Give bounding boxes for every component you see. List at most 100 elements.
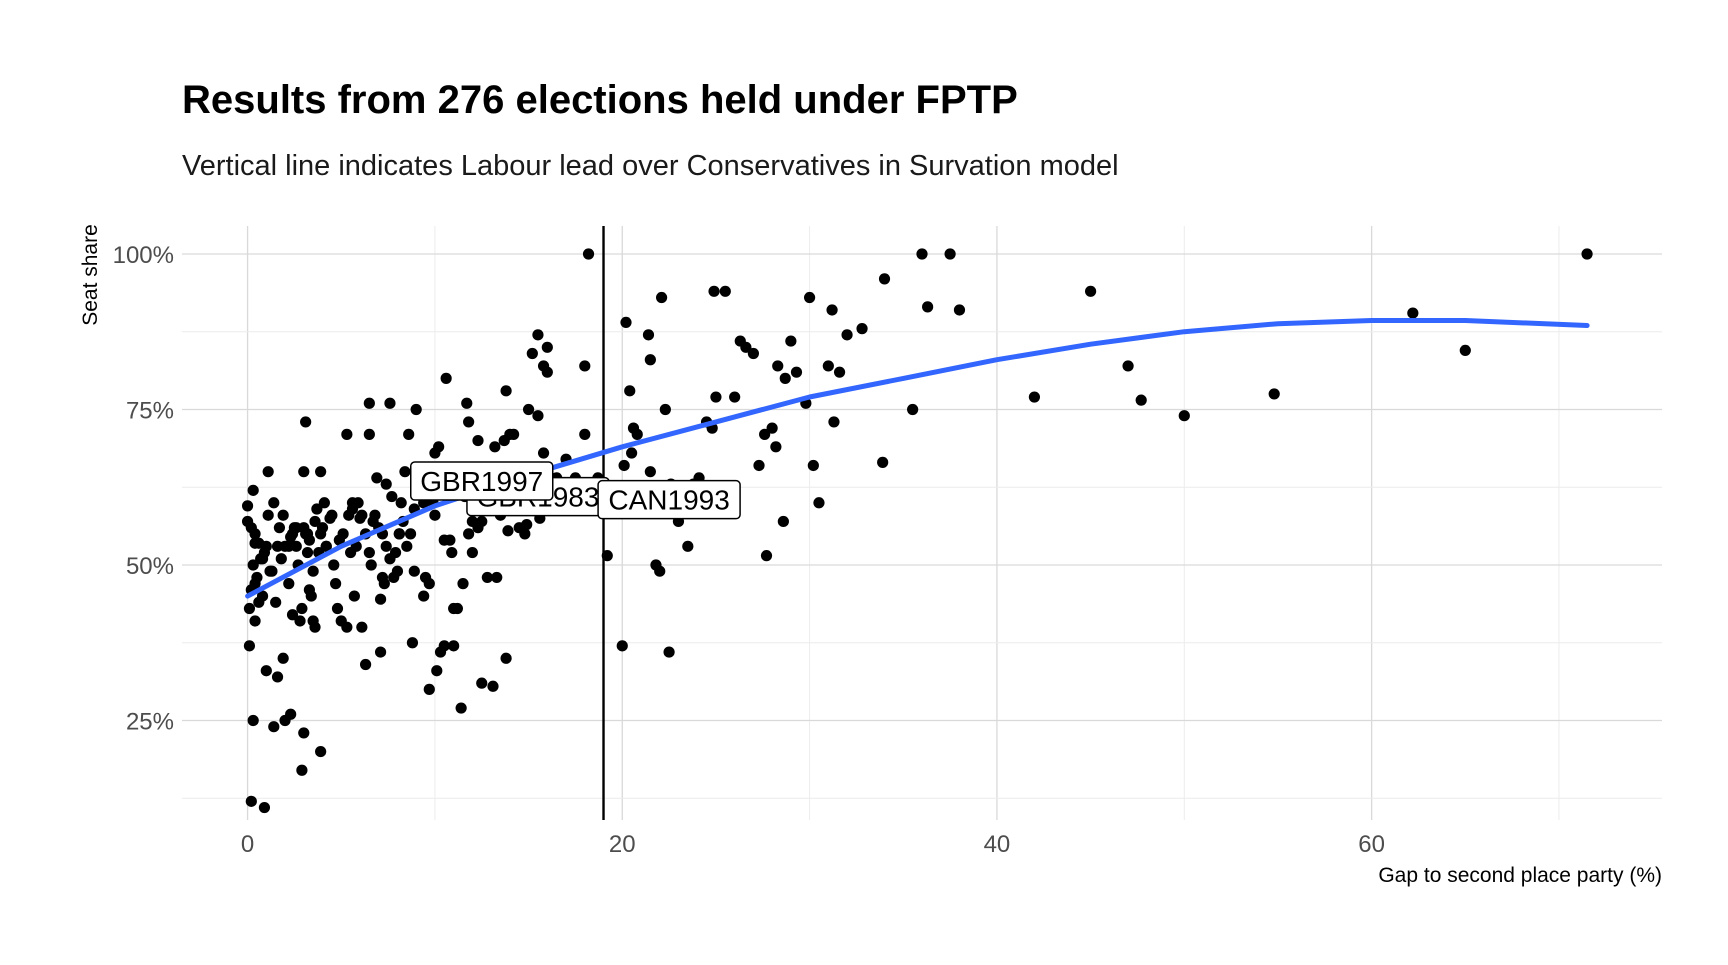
data-point	[241, 500, 254, 512]
data-point	[487, 680, 499, 692]
y-tick-label: 75%	[126, 397, 174, 424]
label-box	[597, 479, 741, 520]
data-point	[759, 428, 771, 440]
data-point	[389, 546, 402, 559]
data-point	[734, 335, 746, 347]
x-tick-label: 20	[609, 831, 636, 858]
data-point	[374, 646, 387, 658]
data-point	[729, 391, 741, 403]
chart-title: Results from 276 elections held under FP…	[182, 78, 1018, 122]
data-point	[579, 428, 591, 440]
data-point	[519, 528, 531, 540]
data-point	[537, 447, 550, 459]
data-point	[1085, 285, 1097, 297]
data-point	[708, 285, 720, 297]
data-point	[760, 550, 773, 562]
data-point	[803, 291, 816, 304]
data-point	[631, 428, 643, 440]
data-point	[841, 329, 853, 341]
data-point	[476, 677, 488, 689]
data-point	[262, 509, 274, 521]
data-point	[315, 466, 327, 478]
data-point	[303, 584, 315, 596]
data-point	[271, 671, 284, 683]
data-point	[532, 410, 544, 422]
data-point	[268, 721, 280, 733]
data-point	[406, 637, 419, 649]
label-text: CAN1993	[608, 485, 729, 516]
data-point	[258, 546, 271, 559]
data-point	[907, 403, 919, 416]
data-point	[393, 528, 405, 540]
data-point	[476, 515, 488, 528]
x-tick-label: 60	[1358, 831, 1385, 858]
data-point	[431, 665, 443, 677]
data-point	[401, 540, 413, 552]
data-point	[663, 646, 675, 658]
data-point	[268, 497, 280, 509]
data-point	[365, 559, 377, 571]
data-point	[1122, 360, 1134, 372]
data-point	[785, 335, 797, 347]
data-point	[318, 497, 330, 509]
data-point	[363, 397, 375, 409]
data-point	[772, 360, 784, 372]
data-point	[256, 590, 269, 602]
data-point	[833, 366, 846, 378]
data-point	[311, 503, 323, 515]
y-axis-label: Seat share	[79, 224, 102, 326]
data-point	[363, 546, 375, 559]
data-point	[807, 459, 819, 472]
data-point	[285, 708, 297, 720]
data-point	[296, 764, 308, 776]
data-point	[320, 540, 332, 552]
data-point	[249, 615, 261, 627]
data-point	[275, 553, 287, 565]
data-point	[753, 459, 765, 472]
data-point	[500, 652, 512, 664]
data-point	[444, 534, 456, 546]
data-point	[260, 665, 272, 677]
data-point	[399, 466, 411, 478]
data-point	[440, 372, 452, 384]
chart-subtitle: Vertical line indicates Labour lead over…	[182, 150, 1119, 182]
data-point	[348, 590, 360, 602]
data-point	[404, 528, 417, 540]
data-point	[395, 497, 407, 509]
data-point	[1178, 410, 1190, 422]
data-point	[264, 565, 276, 577]
data-point	[253, 537, 265, 549]
y-tick-label: 50%	[126, 553, 174, 580]
axis-ticks: 0 20 40 60 25% 50% 75% 100%	[113, 242, 1385, 858]
x-tick-label: 0	[241, 831, 254, 858]
data-point	[472, 434, 484, 447]
data-point	[618, 459, 630, 472]
data-point	[826, 304, 838, 316]
data-point	[813, 497, 825, 509]
data-point	[288, 522, 301, 534]
data-point	[461, 397, 473, 409]
data-point	[270, 596, 282, 608]
data-point	[307, 565, 319, 577]
data-point	[944, 248, 956, 260]
data-point	[285, 531, 297, 543]
data-point	[451, 602, 463, 615]
data-point	[359, 658, 372, 671]
data-point	[644, 354, 656, 366]
data-point	[455, 702, 467, 714]
data-point	[324, 512, 336, 524]
data-point	[251, 571, 263, 584]
data-point	[429, 447, 441, 459]
data-point	[642, 329, 655, 341]
data-point	[532, 329, 544, 341]
label-box	[409, 461, 554, 501]
data-point	[247, 559, 259, 571]
data-point	[354, 512, 366, 524]
data-point	[770, 441, 782, 453]
data-point	[521, 518, 533, 531]
data-point	[300, 416, 312, 428]
data-point	[507, 428, 520, 440]
data-point	[457, 578, 469, 590]
